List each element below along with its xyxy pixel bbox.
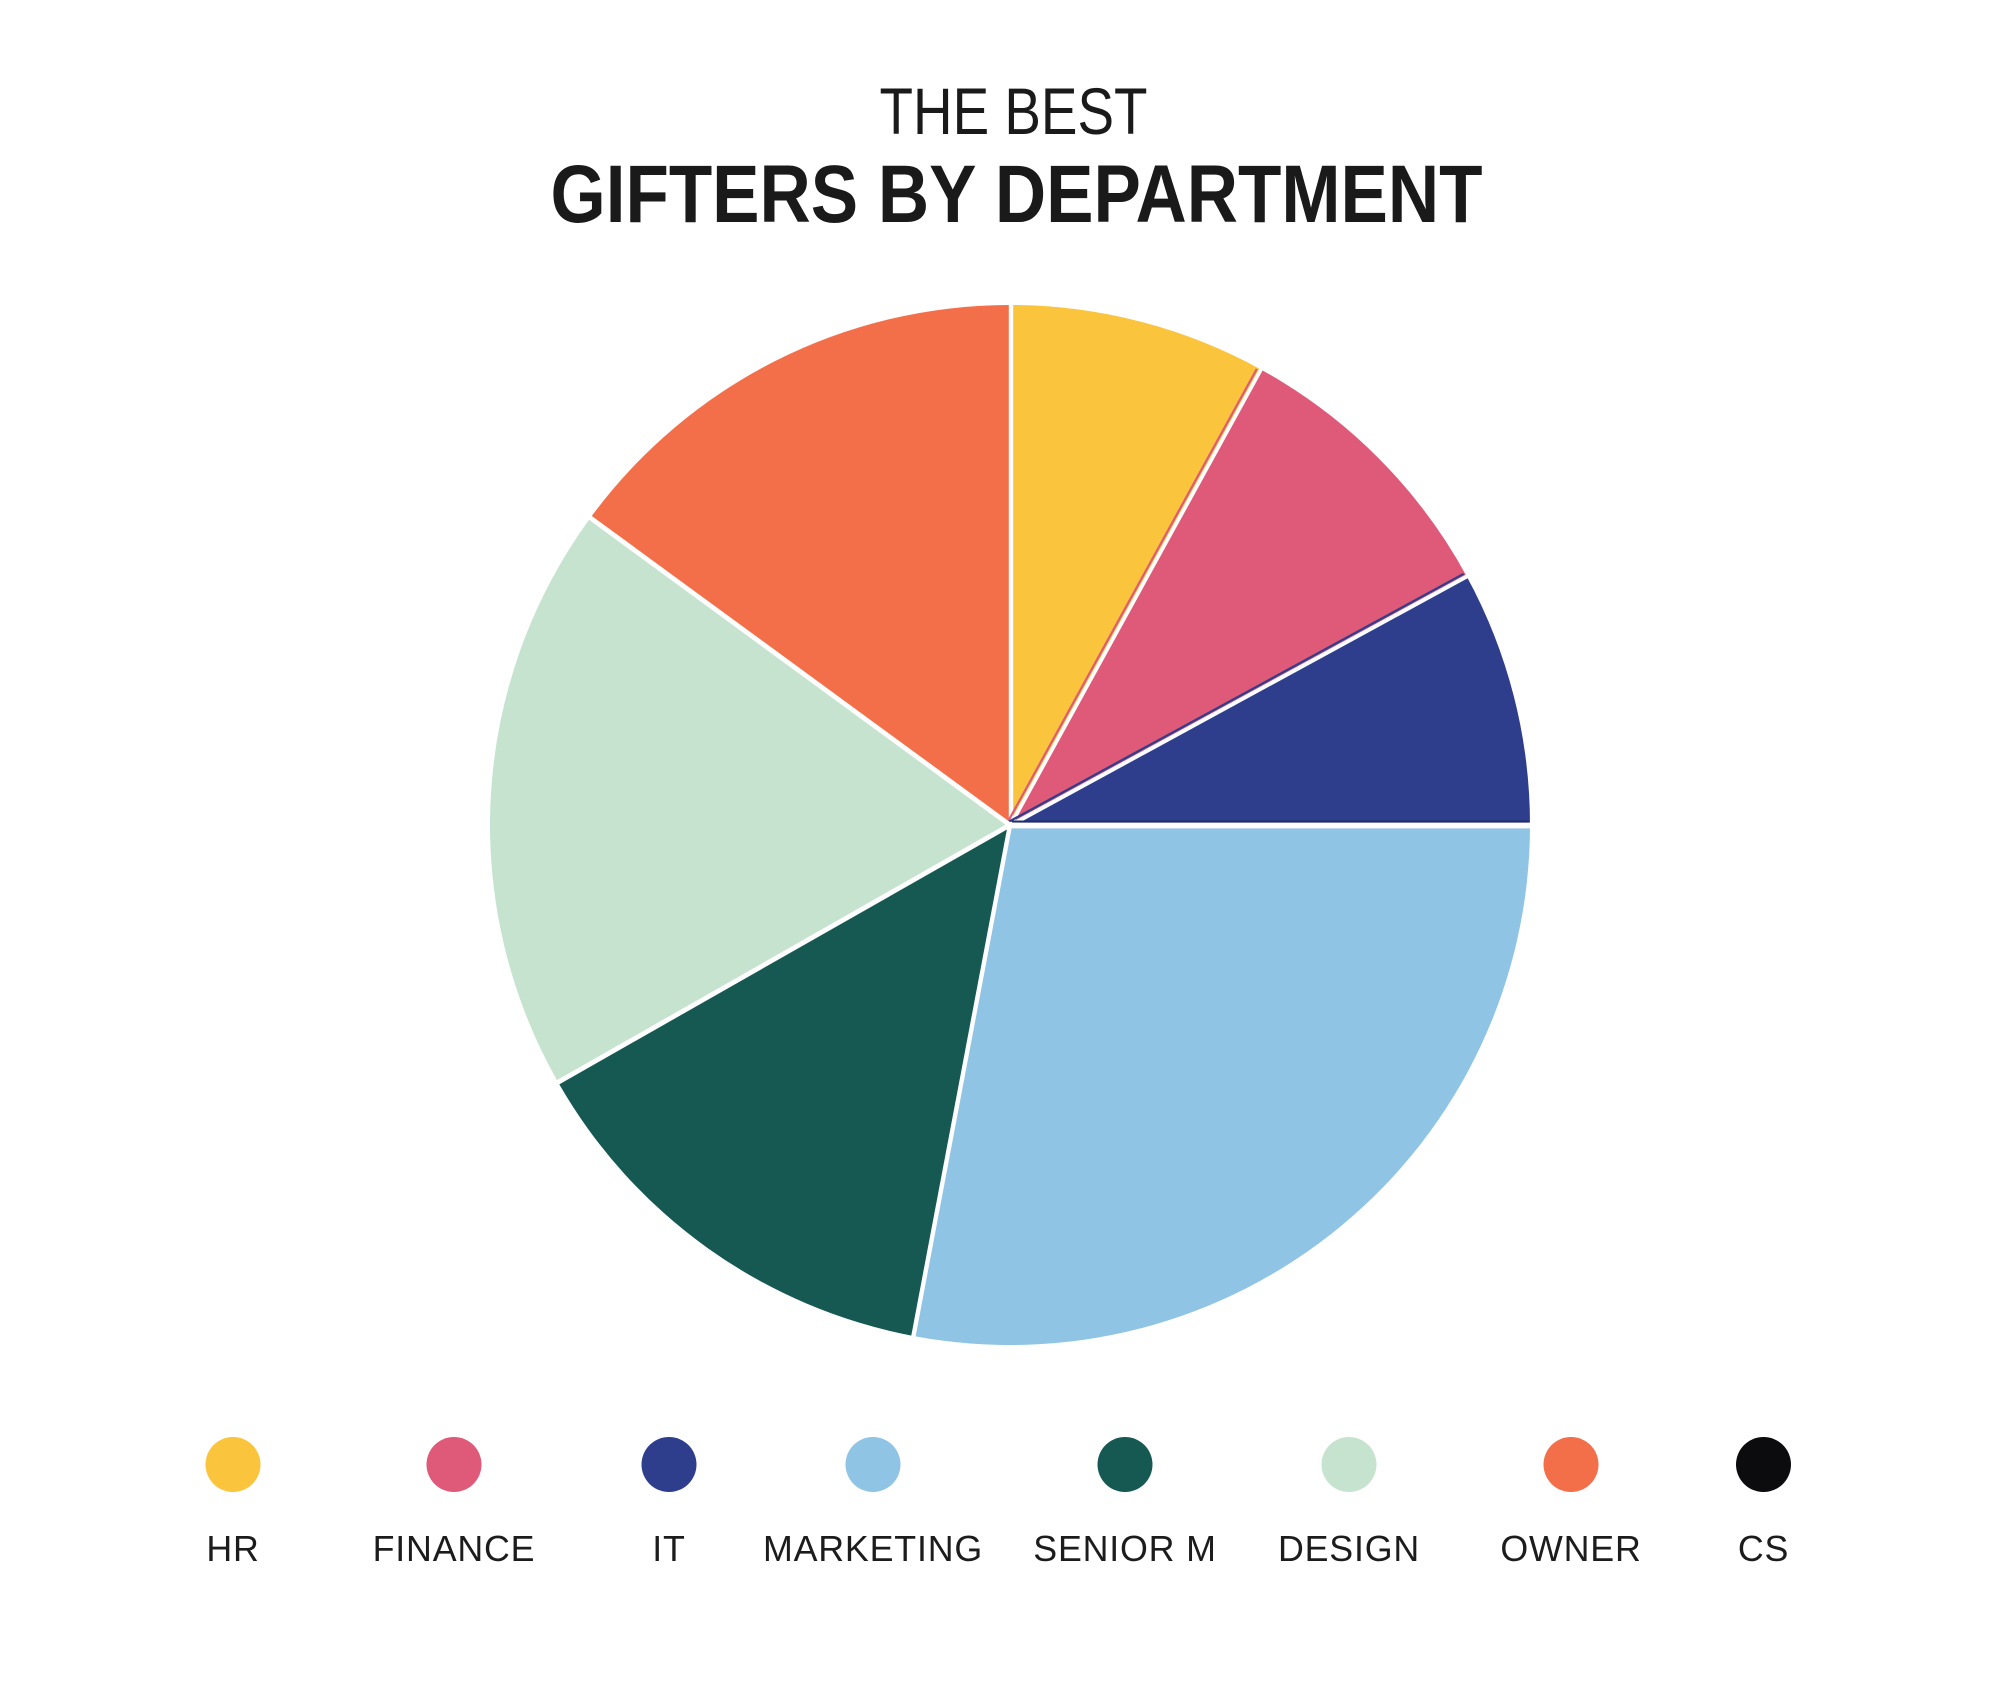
svg-text:IT: IT <box>652 1529 685 1569</box>
svg-text:GIFTERS BY DEPARTMENT: GIFTERS BY DEPARTMENT <box>551 150 1483 241</box>
svg-text:THE BEST: THE BEST <box>880 74 1148 148</box>
svg-text:MARKETING: MARKETING <box>763 1529 983 1569</box>
svg-text:OWNER: OWNER <box>1500 1529 1641 1569</box>
svg-text:FINANCE: FINANCE <box>373 1529 536 1569</box>
svg-text:SENIOR M: SENIOR M <box>1033 1529 1216 1569</box>
svg-text:DESIGN: DESIGN <box>1278 1529 1420 1569</box>
svg-text:CS: CS <box>1738 1529 1789 1569</box>
svg-text:HR: HR <box>206 1529 259 1569</box>
